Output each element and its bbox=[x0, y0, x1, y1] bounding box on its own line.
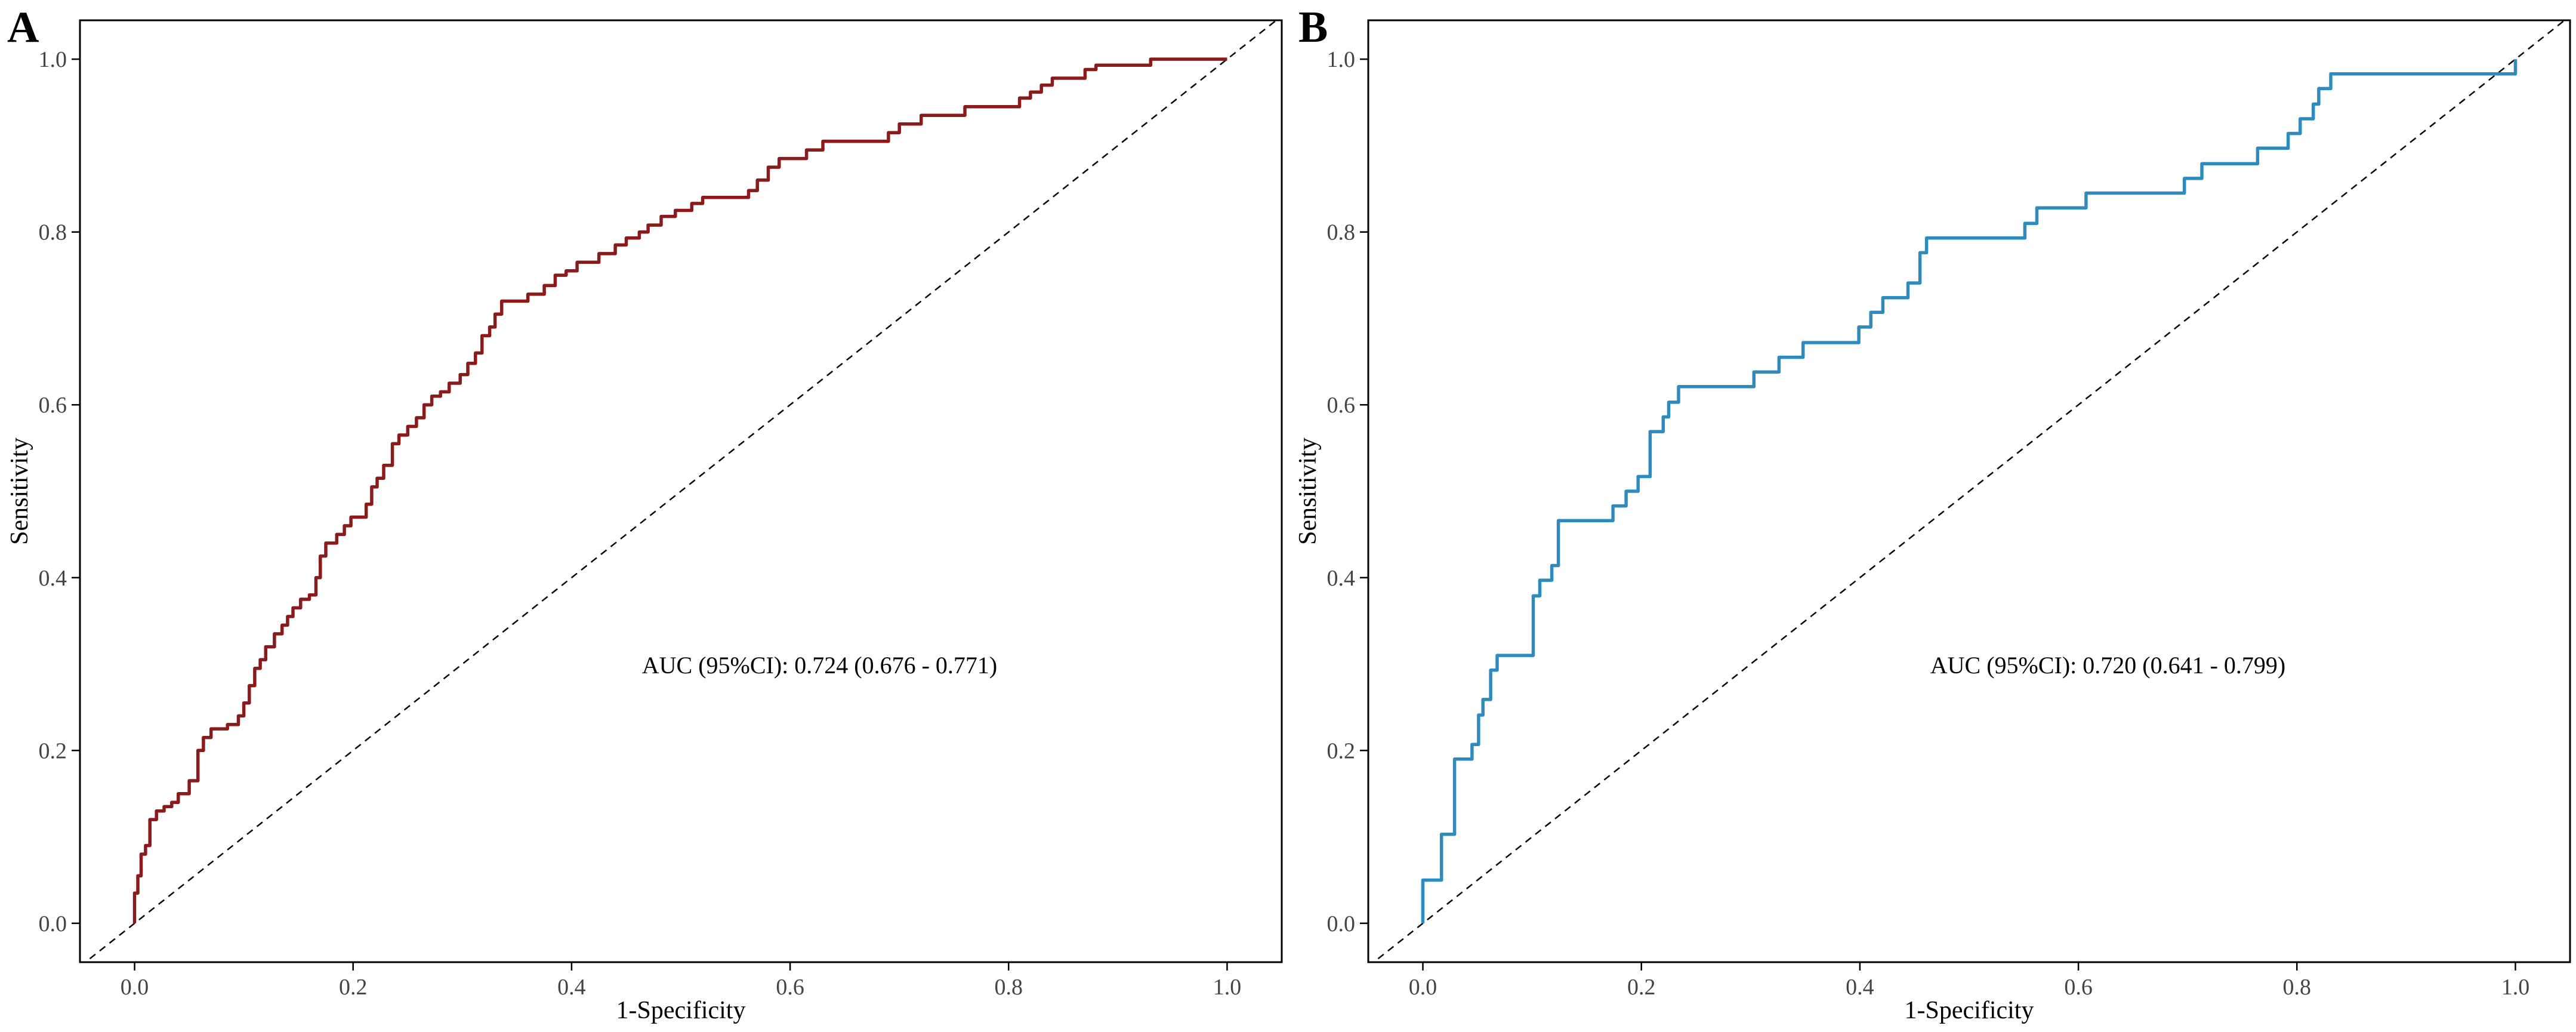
reference-diagonal-line bbox=[1372, 20, 2566, 962]
auc-annotation: AUC (95%CI): 0.720 (0.641 - 0.799) bbox=[1930, 652, 2286, 679]
x-tick-label: 0.8 bbox=[2283, 975, 2312, 1000]
x-axis-label: 1-Specificity bbox=[1905, 997, 2034, 1024]
x-tick-label: 0.8 bbox=[995, 975, 1023, 1000]
y-tick-label: 0.6 bbox=[39, 393, 67, 418]
y-tick-label: 0.6 bbox=[1327, 393, 1356, 418]
panel-label-a: A bbox=[7, 3, 39, 52]
reference-diagonal-line bbox=[84, 20, 1278, 962]
plot-frame bbox=[79, 19, 1283, 963]
chart-panel-a: 0.0 0.2 0.4 0.6 0.8 1.0 0.0 0.2 0.4 0.6 0.8 1.0 1-Sp… bbox=[6, 3, 1283, 1024]
x-tick-label: 1.0 bbox=[2501, 975, 2530, 1000]
y-tick-label: 0.8 bbox=[39, 220, 67, 245]
x-tick-label: 0.2 bbox=[1627, 975, 1656, 1000]
y-axis-label: Sensitivity bbox=[6, 438, 33, 545]
auc-annotation: AUC (95%CI): 0.724 (0.676 - 0.771) bbox=[642, 652, 998, 679]
y-tick-label: 0.2 bbox=[1327, 738, 1356, 763]
y-tick-label: 1.0 bbox=[39, 47, 67, 72]
y-tick-label: 0.4 bbox=[1327, 566, 1356, 591]
roc-curve-line bbox=[132, 57, 1227, 923]
roc-curve-line bbox=[1421, 59, 2518, 923]
x-axis-label: 1-Specificity bbox=[616, 997, 746, 1024]
x-tick-label: 0.4 bbox=[557, 975, 586, 1000]
panel-label-b: B bbox=[1298, 3, 1328, 52]
y-axis-label: Sensitivity bbox=[1294, 438, 1322, 545]
x-tick-label: 0.6 bbox=[776, 975, 804, 1000]
y-tick-label: 0.0 bbox=[1327, 911, 1356, 936]
plot-frame bbox=[1367, 19, 2571, 963]
x-tick-label: 0.0 bbox=[1409, 975, 1437, 1000]
x-tick-label: 1.0 bbox=[1213, 975, 1242, 1000]
x-tick-label: 0.6 bbox=[2064, 975, 2093, 1000]
chart-panel-b: 0.0 0.2 0.4 0.6 0.8 1.0 0.0 0.2 0.4 0.6 0.8 1.0 1-Sp… bbox=[1294, 3, 2571, 1024]
y-tick-label: 0.8 bbox=[1327, 220, 1356, 245]
x-tick-label: 0.0 bbox=[121, 975, 149, 1000]
y-tick-label: 1.0 bbox=[1327, 47, 1356, 72]
x-tick-label: 0.2 bbox=[339, 975, 368, 1000]
y-tick-label: 0.4 bbox=[39, 566, 67, 591]
y-tick-label: 0.0 bbox=[39, 911, 67, 936]
x-tick-label: 0.4 bbox=[1846, 975, 1874, 1000]
y-tick-label: 0.2 bbox=[39, 738, 67, 763]
